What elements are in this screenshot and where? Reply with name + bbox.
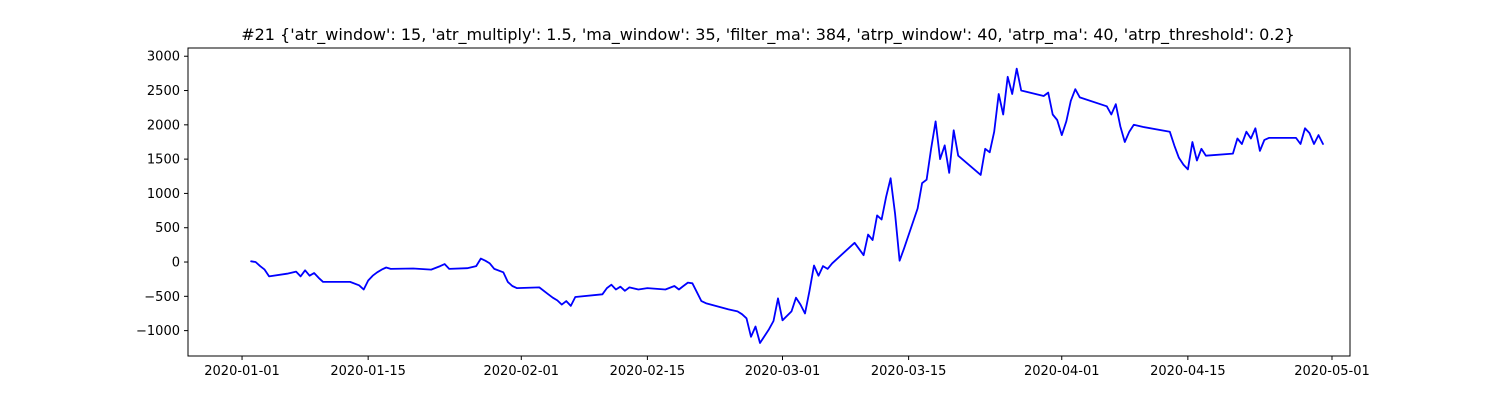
series-layer: [250, 67, 1324, 344]
x-tick-label: 2020-04-01: [1024, 364, 1100, 379]
y-tick-label: 2000: [147, 118, 180, 133]
y-tick-label: 1000: [147, 187, 180, 202]
chart-title: #21 {'atr_window': 15, 'atr_multiply': 1…: [241, 25, 1295, 45]
y-tick-label: −500: [144, 290, 180, 305]
y-tick-label: −1000: [136, 324, 180, 339]
x-axis: 2020-01-01 2020-01-15 2020-02-01 2020-02-15…: [204, 356, 1370, 379]
y-axis: 3000 2500 2000 1500 1000 500 0 −500 −1000: [136, 50, 188, 339]
y-tick-label: 1500: [147, 153, 180, 168]
y-tick-label: 2500: [147, 84, 180, 99]
x-tick-label: 2020-05-01: [1294, 364, 1370, 379]
plot-frame: [187, 47, 1351, 357]
x-tick-label: 2020-01-01: [204, 364, 280, 379]
x-tick-label: 2020-03-15: [871, 364, 947, 379]
x-tick-label: 2020-02-01: [484, 364, 560, 379]
y-tick-label: 3000: [147, 50, 180, 65]
y-tick-label: 500: [155, 221, 180, 236]
x-tick-label: 2020-03-01: [745, 364, 821, 379]
x-tick-label: 2020-01-15: [330, 364, 406, 379]
x-tick-label: 2020-02-15: [610, 364, 686, 379]
x-tick-label: 2020-04-15: [1150, 364, 1226, 379]
y-tick-label: 0: [172, 256, 180, 271]
series-line: [250, 67, 1324, 344]
